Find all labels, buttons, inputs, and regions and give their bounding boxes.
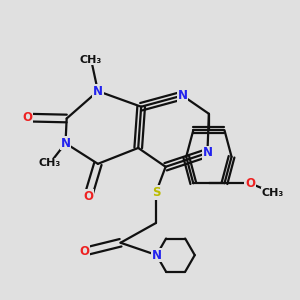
Text: O: O	[245, 177, 255, 190]
Text: N: N	[177, 89, 188, 102]
Text: CH₃: CH₃	[80, 55, 102, 64]
Text: CH₃: CH₃	[262, 188, 284, 198]
Text: S: S	[152, 186, 160, 199]
Text: N: N	[61, 137, 70, 150]
Text: O: O	[80, 245, 90, 258]
Text: CH₃: CH₃	[39, 158, 61, 168]
Text: N: N	[152, 249, 162, 262]
Text: N: N	[202, 146, 212, 159]
Text: N: N	[93, 85, 103, 98]
Text: O: O	[22, 111, 32, 124]
Text: O: O	[83, 190, 93, 203]
